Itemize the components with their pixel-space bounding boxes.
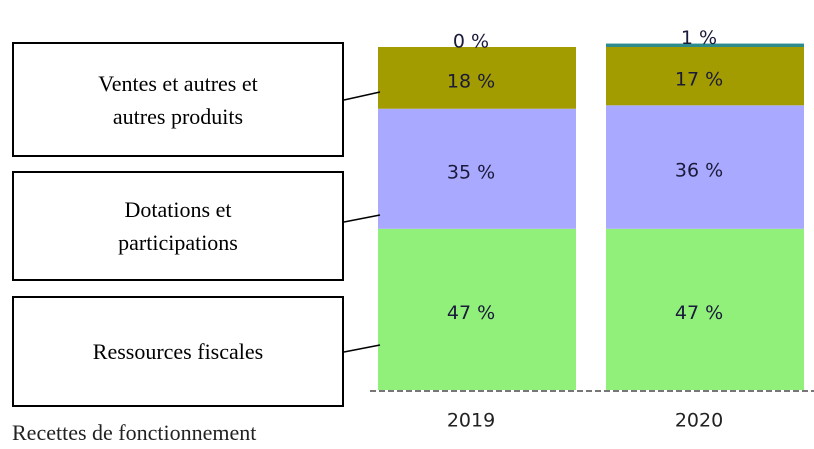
legend-entry: Ventes et autres et autres produits — [12, 42, 344, 157]
bar-segment — [606, 47, 804, 106]
legend-entry: Dotations et participations — [12, 171, 344, 281]
value-label: 36 % — [675, 160, 723, 182]
value-label: 35 % — [447, 161, 495, 183]
x-tick-label: 2019 — [447, 410, 495, 432]
bar-segment — [606, 43, 804, 47]
value-label: 1 % — [681, 27, 717, 49]
value-label: 47 % — [675, 302, 723, 324]
legend-entry: Ressources fiscales — [12, 296, 344, 407]
value-label: 0 % — [453, 31, 489, 53]
value-label: 47 % — [447, 302, 495, 324]
bar-segment — [378, 47, 576, 109]
caption: Recettes de fonctionnement — [12, 420, 257, 445]
leader-line — [343, 344, 381, 353]
bar-segment — [606, 228, 804, 390]
x-tick-label: 2020 — [675, 410, 723, 432]
leader-line — [343, 91, 381, 101]
value-label: 18 % — [447, 70, 495, 92]
bar-segment — [378, 108, 576, 229]
leader-line — [343, 214, 381, 223]
bar-segment — [606, 105, 804, 229]
value-label: 17 % — [675, 69, 723, 91]
bar-segment — [378, 228, 576, 390]
